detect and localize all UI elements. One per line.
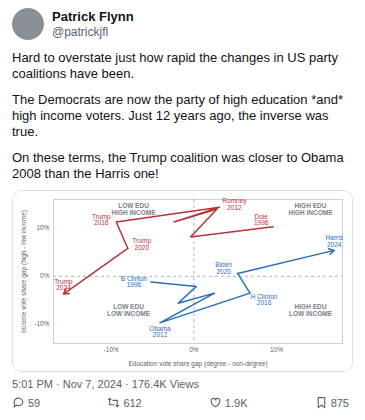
svg-text:10%: 10% xyxy=(36,224,49,231)
svg-text:B Clinton1996: B Clinton1996 xyxy=(121,275,148,289)
svg-text:Trump2024: Trump2024 xyxy=(54,278,73,292)
svg-text:-10%: -10% xyxy=(34,320,49,327)
html-text:The Democrats are now the part: The Democrats are now the party of high … xyxy=(12,92,343,139)
html-text:@patrickjfl: @patrickjfl xyxy=(52,24,109,39)
svg-text:LOW EDULOW INCOME: LOW EDULOW INCOME xyxy=(107,303,151,317)
html-text:1.9K: 1.9K xyxy=(224,396,248,409)
svg-text:HIGH EDUHIGH INCOME: HIGH EDUHIGH INCOME xyxy=(288,202,333,216)
html-text:On these terms, the Trump coal: On these terms, the Trump coalition was … xyxy=(12,150,344,181)
svg-text:Romney2012: Romney2012 xyxy=(222,197,247,211)
svg-text:-10%: -10% xyxy=(104,346,119,353)
svg-text:LOW EDUHIGH INCOME: LOW EDUHIGH INCOME xyxy=(111,202,156,216)
svg-text:Dole1996: Dole1996 xyxy=(254,213,269,227)
html-text:Hard to overstate just how rap: Hard to overstate just how rapid the cha… xyxy=(12,50,338,81)
svg-text:Trump2020: Trump2020 xyxy=(133,237,152,251)
svg-text:H Clinton2016: H Clinton2016 xyxy=(251,293,278,307)
svg-text:Trump2016: Trump2016 xyxy=(92,213,111,227)
html-text:612: 612 xyxy=(123,396,142,409)
svg-text:HIGH EDULOW INCOME: HIGH EDULOW INCOME xyxy=(289,303,333,317)
html-text:5:01 PM · Nov 7, 2024 · 176.4K: 5:01 PM · Nov 7, 2024 · 176.4K Views xyxy=(12,378,199,390)
html-text:59: 59 xyxy=(28,396,41,409)
svg-text:Obama2012: Obama2012 xyxy=(149,325,171,339)
svg-text:0%: 0% xyxy=(40,272,50,279)
html-text:875: 875 xyxy=(330,396,349,409)
html-text:Patrick Flynn: Patrick Flynn xyxy=(52,8,134,24)
svg-text:Harris2024: Harris2024 xyxy=(326,234,344,248)
svg-text:Income vote share gap (high -: Income vote share gap (high - low income… xyxy=(20,210,28,333)
svg-text:Education vote share gap (degr: Education vote share gap (degree - non-d… xyxy=(128,360,267,368)
svg-text:Biden2020: Biden2020 xyxy=(215,261,232,275)
svg-text:0%: 0% xyxy=(189,346,199,353)
svg-text:10%: 10% xyxy=(270,346,283,353)
